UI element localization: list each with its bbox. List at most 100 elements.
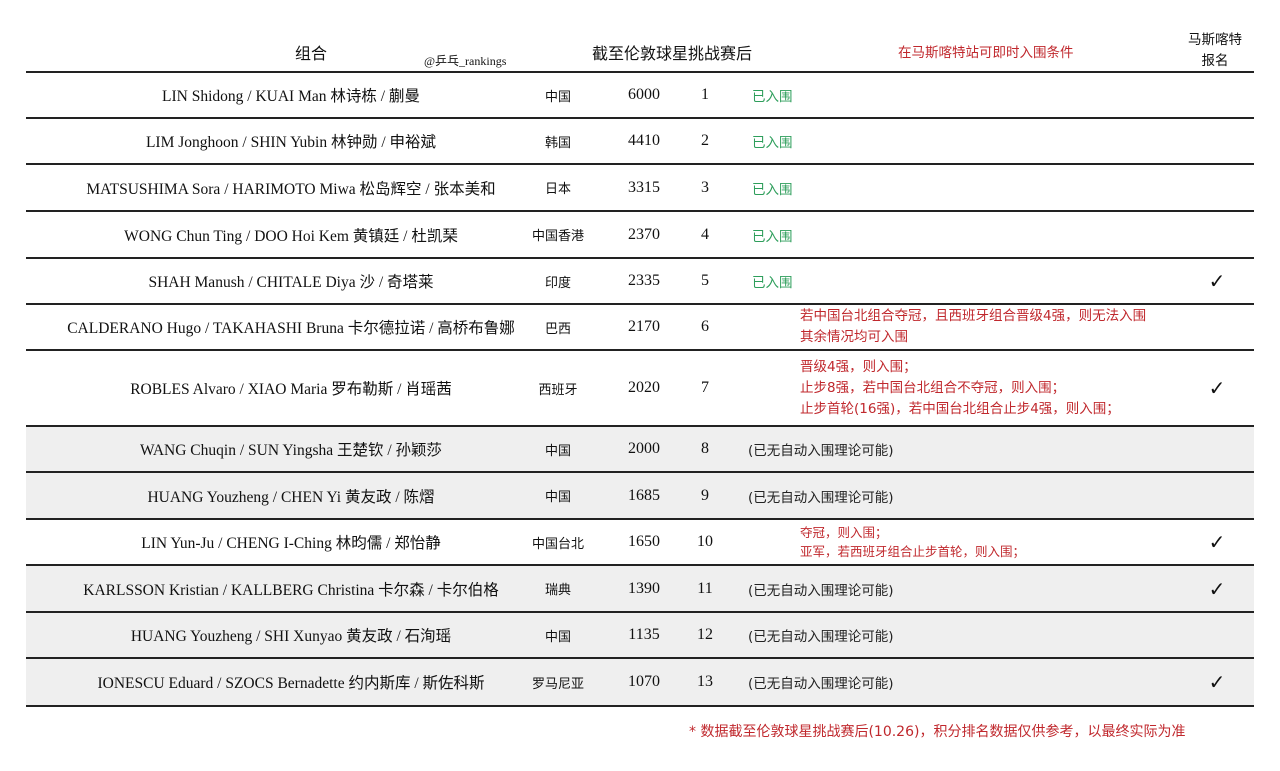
rank: 6	[701, 318, 709, 335]
condition-line: (已无自动入围理论可能)	[748, 582, 894, 599]
qualification-condition: 已入围	[752, 212, 793, 257]
pair-name: HUANG Youzheng / SHI Xunyao 黄友政 / 石洵瑶	[130, 628, 452, 645]
pair-name: LIM Jonghoon / SHIN Yubin 林钟勋 / 申裕斌	[145, 134, 437, 151]
qualification-condition: 已入围	[752, 119, 793, 163]
country: 中国香港	[531, 229, 584, 244]
points: 1650	[628, 533, 660, 550]
qualification-condition: 已入围	[752, 165, 793, 210]
rank: 5	[701, 272, 709, 289]
points: 2335	[628, 272, 660, 289]
rank: 12	[697, 626, 713, 643]
pair-name: SHAH Manush / CHITALE Diya 沙 / 奇塔莱	[148, 274, 434, 291]
country: 中国	[544, 629, 571, 645]
country: 日本	[544, 182, 571, 197]
rank: 10	[697, 533, 713, 550]
qualification-condition: 夺冠，则入围； 亚军，若西班牙组合止步首轮，则入围；	[800, 520, 1025, 564]
pair-name: IONESCU Eduard / SZOCS Bernadette 约内斯库 /…	[97, 675, 485, 692]
pair-name: LIN Yun-Ju / CHENG I-Ching 林昀儒 / 郑怡静	[141, 535, 441, 552]
qualification-condition: (已无自动入围理论可能)	[748, 427, 894, 471]
pair-name: KARLSSON Kristian / KALLBERG Christina 卡…	[83, 581, 499, 599]
country: 中国	[544, 443, 571, 459]
points: 2020	[628, 379, 660, 396]
country: 瑞典	[544, 583, 571, 598]
points: 2000	[628, 440, 660, 457]
qualification-condition: (已无自动入围理论可能)	[748, 566, 894, 611]
condition-line: (已无自动入围理论可能)	[748, 489, 894, 506]
condition-line: (已无自动入围理论可能)	[748, 629, 894, 645]
qualification-condition: (已无自动入围理论可能)	[748, 659, 894, 705]
table-row: LIN Yun-Ju / CHENG I-Ching 林昀儒 / 郑怡静 中国台北…	[26, 520, 1254, 566]
condition-line: 晋级4强，则入围；	[800, 358, 917, 375]
watermark: @乒乓_rankings	[424, 54, 507, 68]
rank: 1	[701, 86, 709, 103]
rank: 11	[697, 579, 713, 597]
country: 中国	[544, 490, 571, 505]
entered-check-icon: ✓	[1208, 530, 1226, 554]
column-header-entry-line1: 马斯喀特	[1188, 32, 1242, 48]
condition-line: 已入围	[752, 275, 793, 291]
entered-check-icon: ✓	[1208, 670, 1226, 694]
column-header-pair: 组合	[295, 44, 328, 63]
rank: 9	[701, 486, 709, 504]
footnote: * 数据截至伦敦球星挑战赛后(10.26)，积分排名数据仅供参考，以最终实际为准	[689, 724, 1186, 740]
pair-name: MATSUSHIMA Sora / HARIMOTO Miwa 松岛辉空 / 张…	[86, 180, 496, 198]
qualification-condition: (已无自动入围理论可能)	[748, 473, 894, 518]
points: 6000	[628, 86, 660, 103]
pair-name: HUANG Youzheng / CHEN Yi 黄友政 / 陈熠	[147, 488, 435, 506]
pair-name: CALDERANO Hugo / TAKAHASHI Bruna 卡尔德拉诺 /…	[67, 320, 515, 337]
table-row: WONG Chun Ting / DOO Hoi Kem 黄镇廷 / 杜凯琹 中国…	[26, 212, 1254, 259]
condition-line: (已无自动入围理论可能)	[748, 443, 894, 459]
country: 中国台北	[531, 536, 584, 552]
points: 1135	[628, 626, 660, 643]
pair-name: WONG Chun Ting / DOO Hoi Kem 黄镇廷 / 杜凯琹	[124, 227, 458, 245]
entered-check-icon: ✓	[1208, 269, 1226, 293]
qualification-condition: (已无自动入围理论可能)	[748, 613, 894, 657]
country: 韩国	[544, 135, 571, 151]
qualification-condition: 晋级4强，则入围； 止步8强，若中国台北组合不夺冠，则入围； 止步首轮(16强)，若…	[800, 351, 1120, 425]
points: 1070	[628, 673, 660, 690]
rank: 2	[701, 132, 709, 149]
points: 3315	[628, 178, 660, 196]
points: 1390	[628, 579, 660, 597]
column-header-conditions: 在马斯喀特站可即时入围条件	[898, 45, 1074, 61]
points: 1685	[628, 486, 660, 504]
pair-name: ROBLES Alvaro / XIAO Maria 罗布勒斯 / 肖瑶茜	[130, 381, 452, 398]
country: 巴西	[544, 321, 571, 337]
entered-check-icon: ✓	[1208, 576, 1226, 601]
rank: 13	[697, 673, 713, 690]
table-row: MATSUSHIMA Sora / HARIMOTO Miwa 松岛辉空 / 张…	[26, 165, 1254, 212]
table-row: CALDERANO Hugo / TAKAHASHI Bruna 卡尔德拉诺 /…	[26, 305, 1254, 351]
country: 中国	[544, 89, 571, 105]
condition-line: 已入围	[752, 228, 793, 245]
qualification-condition: 若中国台北组合夺冠，且西班牙组合晋级4强，则无法入围 其余情况均可入围	[800, 305, 1146, 349]
table-row: HUANG Youzheng / CHEN Yi 黄友政 / 陈熠 中国 1685 9…	[26, 473, 1254, 520]
column-header-entry-line2: 报名	[1201, 53, 1229, 69]
points: 2370	[628, 225, 660, 243]
entered-check-icon: ✓	[1208, 376, 1226, 400]
table-row: SHAH Manush / CHITALE Diya 沙 / 奇塔莱 印度 2335…	[26, 259, 1254, 305]
condition-line: 止步8强，若中国台北组合不夺冠，则入围；	[800, 379, 1066, 396]
country: 西班牙	[538, 382, 578, 398]
pair-name: LIN Shidong / KUAI Man 林诗栋 / 蒯曼	[162, 88, 420, 105]
rank: 7	[701, 379, 709, 396]
points: 4410	[628, 132, 660, 149]
qualification-condition: 已入围	[752, 73, 793, 117]
table-row: LIM Jonghoon / SHIN Yubin 林钟勋 / 申裕斌 韩国 441…	[26, 119, 1254, 165]
table-row: ROBLES Alvaro / XIAO Maria 罗布勒斯 / 肖瑶茜 西班牙…	[26, 351, 1254, 427]
condition-line: (已无自动入围理论可能)	[748, 676, 894, 692]
qualification-condition: 已入围	[752, 259, 793, 303]
country: 印度	[544, 275, 571, 291]
condition-line: 若中国台北组合夺冠，且西班牙组合晋级4强，则无法入围	[800, 308, 1147, 324]
header-divider	[26, 71, 1254, 73]
condition-line: 已入围	[752, 181, 793, 198]
table-row: KARLSSON Kristian / KALLBERG Christina 卡…	[26, 566, 1254, 613]
condition-line: 已入围	[752, 135, 793, 151]
column-header-standing: 截至伦敦球星挑战赛后	[592, 44, 753, 63]
condition-line: 亚军，若西班牙组合止步首轮，则入围；	[800, 544, 1026, 559]
rank: 4	[701, 225, 709, 243]
rank: 3	[701, 178, 709, 196]
pair-name: WANG Chuqin / SUN Yingsha 王楚钦 / 孙颖莎	[139, 442, 443, 459]
table-row: IONESCU Eduard / SZOCS Bernadette 约内斯库 /…	[26, 659, 1254, 707]
condition-line: 止步首轮(16强)，若中国台北组合止步4强，则入围；	[800, 400, 1120, 417]
country: 罗马尼亚	[531, 676, 584, 692]
